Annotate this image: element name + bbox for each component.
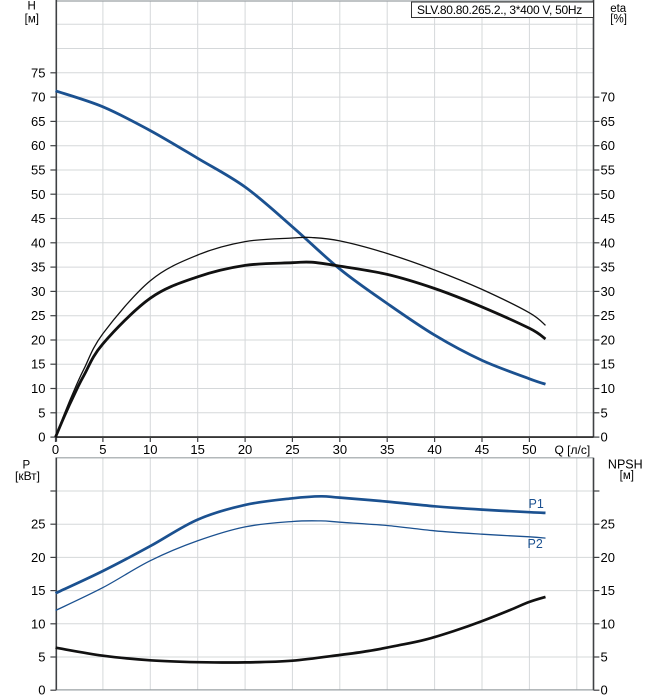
svg-text:20: 20 xyxy=(601,333,615,348)
svg-text:15: 15 xyxy=(31,583,45,598)
svg-text:15: 15 xyxy=(601,583,615,598)
svg-text:[м]: [м] xyxy=(25,14,39,26)
svg-text:H: H xyxy=(27,0,35,12)
svg-text:SLV.80.80.265.2., 3*400 V, 50H: SLV.80.80.265.2., 3*400 V, 50Hz xyxy=(417,3,582,17)
svg-text:eta: eta xyxy=(610,3,627,15)
svg-text:5: 5 xyxy=(99,442,106,457)
svg-text:0: 0 xyxy=(38,683,45,698)
svg-text:35: 35 xyxy=(601,260,615,275)
svg-text:70: 70 xyxy=(31,90,45,105)
svg-text:15: 15 xyxy=(31,357,45,372)
svg-text:35: 35 xyxy=(31,260,45,275)
svg-text:50: 50 xyxy=(601,187,615,202)
svg-text:20: 20 xyxy=(31,333,45,348)
svg-text:30: 30 xyxy=(601,284,615,299)
svg-text:30: 30 xyxy=(31,284,45,299)
svg-text:5: 5 xyxy=(601,650,608,665)
svg-text:25: 25 xyxy=(601,517,615,532)
svg-text:10: 10 xyxy=(31,381,45,396)
svg-text:P: P xyxy=(22,459,30,471)
svg-text:5: 5 xyxy=(38,405,45,420)
svg-text:45: 45 xyxy=(475,442,489,457)
svg-text:0: 0 xyxy=(38,430,45,445)
svg-text:[м]: [м] xyxy=(620,470,634,482)
svg-text:25: 25 xyxy=(285,442,299,457)
svg-text:65: 65 xyxy=(601,114,615,129)
svg-text:P2: P2 xyxy=(528,537,543,551)
svg-text:5: 5 xyxy=(601,405,608,420)
svg-text:50: 50 xyxy=(522,442,536,457)
svg-text:Q [л/с]: Q [л/с] xyxy=(555,443,591,457)
svg-text:20: 20 xyxy=(601,550,615,565)
svg-text:0: 0 xyxy=(601,683,608,698)
svg-text:25: 25 xyxy=(31,517,45,532)
svg-text:45: 45 xyxy=(31,211,45,226)
svg-text:15: 15 xyxy=(601,357,615,372)
svg-text:10: 10 xyxy=(601,616,615,631)
svg-text:35: 35 xyxy=(380,442,394,457)
svg-text:60: 60 xyxy=(31,138,45,153)
svg-text:30: 30 xyxy=(333,442,347,457)
svg-text:10: 10 xyxy=(143,442,157,457)
svg-text:40: 40 xyxy=(31,235,45,250)
svg-text:25: 25 xyxy=(601,308,615,323)
svg-text:15: 15 xyxy=(190,442,204,457)
svg-text:NPSH: NPSH xyxy=(608,457,643,471)
svg-text:[кВт]: [кВт] xyxy=(15,469,40,483)
svg-text:10: 10 xyxy=(601,381,615,396)
svg-text:75: 75 xyxy=(31,65,45,80)
svg-text:50: 50 xyxy=(31,187,45,202)
svg-text:5: 5 xyxy=(38,650,45,665)
svg-text:20: 20 xyxy=(238,442,252,457)
svg-text:45: 45 xyxy=(601,211,615,226)
svg-text:55: 55 xyxy=(601,163,615,178)
svg-text:20: 20 xyxy=(31,550,45,565)
svg-text:P1: P1 xyxy=(529,497,544,511)
svg-text:0: 0 xyxy=(52,442,59,457)
svg-text:60: 60 xyxy=(601,138,615,153)
svg-text:10: 10 xyxy=(31,616,45,631)
svg-text:40: 40 xyxy=(427,442,441,457)
svg-text:40: 40 xyxy=(601,235,615,250)
svg-text:[%]: [%] xyxy=(610,13,627,25)
svg-text:0: 0 xyxy=(601,430,608,445)
svg-text:55: 55 xyxy=(31,163,45,178)
svg-text:70: 70 xyxy=(601,90,615,105)
svg-text:25: 25 xyxy=(31,308,45,323)
svg-text:65: 65 xyxy=(31,114,45,129)
